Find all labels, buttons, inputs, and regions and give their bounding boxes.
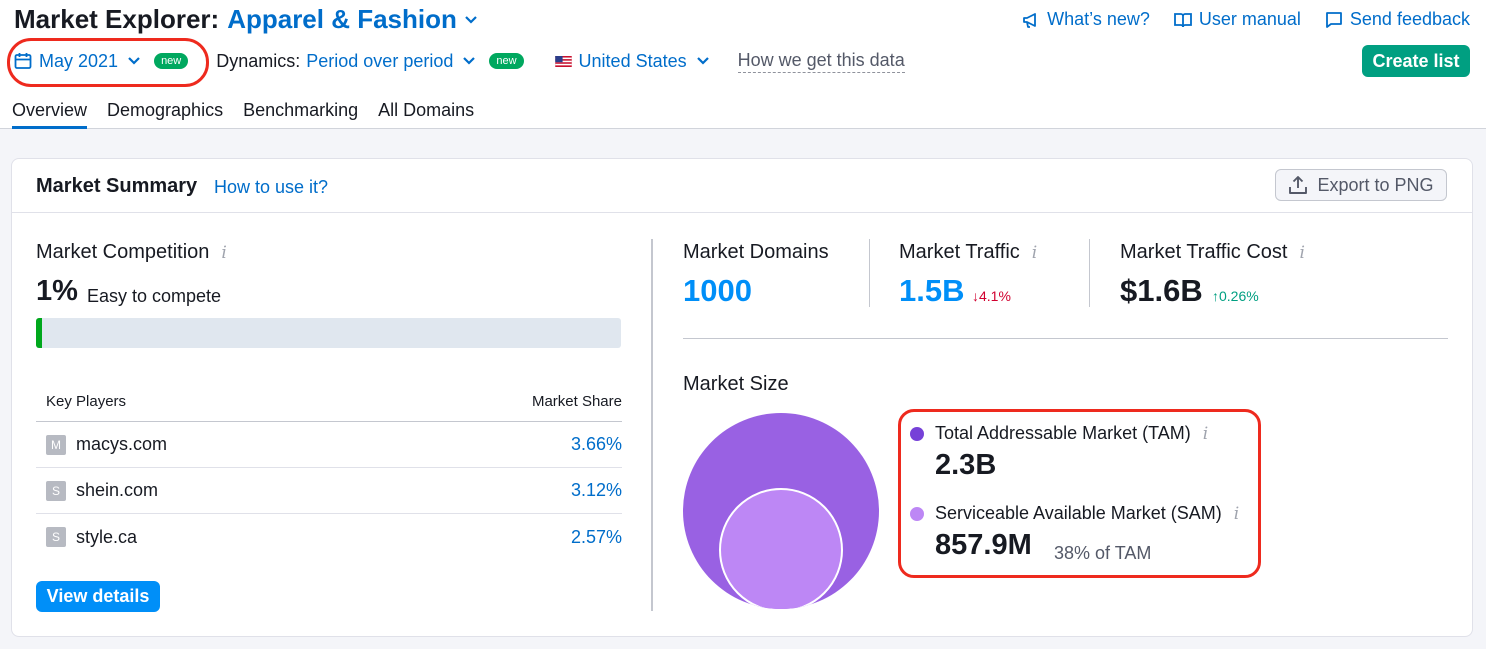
title-prefix: Market Explorer:	[14, 4, 220, 34]
send-feedback-link[interactable]: Send feedback	[1325, 9, 1470, 30]
competition-desc: Easy to compete	[87, 286, 222, 306]
country-filter[interactable]: United States	[554, 50, 709, 72]
tab-demographics[interactable]: Demographics	[107, 100, 224, 120]
user-manual-link[interactable]: User manual	[1173, 9, 1301, 30]
upload-icon	[1289, 176, 1308, 194]
share-value[interactable]: 3.12%	[570, 480, 622, 500]
tam-dot	[910, 426, 924, 441]
key-players-table: Key Players Market Share M macys.com 3.6…	[36, 385, 622, 560]
dynamics-value: Period over period	[306, 50, 454, 71]
cost-delta: ↑0.26%	[1212, 288, 1259, 304]
competition-bar	[36, 318, 621, 348]
create-list-button[interactable]: Create list	[1362, 45, 1470, 77]
market-size-legend: Total Addressable Market (TAM) i 2.3B Ser…	[898, 409, 1261, 578]
table-row: M macys.com 3.66%	[36, 422, 622, 468]
market-domains-value[interactable]: 1000	[683, 273, 752, 308]
favicon: S	[46, 480, 66, 501]
sam-circle	[719, 488, 843, 609]
domain-link[interactable]: style.ca	[76, 526, 138, 547]
favicon: S	[46, 527, 66, 547]
market-traffic-value[interactable]: 1.5B	[899, 273, 965, 308]
share-value[interactable]: 3.66%	[570, 434, 622, 454]
market-summary-card: Market Summary How to use it? Export to …	[11, 158, 1473, 637]
whats-new-link[interactable]: What’s new?	[1022, 9, 1150, 30]
market-traffic-label: Market Traffic i	[899, 241, 1038, 263]
info-icon[interactable]: i	[1233, 503, 1240, 524]
domain-link[interactable]: shein.com	[76, 480, 159, 500]
new-badge: new	[489, 53, 524, 69]
page-title: Market Explorer: Apparel & Fashion	[14, 4, 477, 35]
category-selector[interactable]: Apparel & Fashion	[227, 4, 457, 34]
market-size-venn	[683, 413, 879, 609]
table-row: S style.ca 2.57%	[36, 514, 622, 560]
megaphone-icon	[1023, 12, 1037, 28]
competition-label: Market Competition i	[36, 241, 227, 263]
col-key-players: Key Players	[46, 393, 127, 410]
sam-legend: Serviceable Available Market (SAM) i	[910, 503, 1239, 524]
horizontal-divider	[683, 338, 1448, 339]
date-value: May 2021	[39, 50, 119, 71]
chevron-down-icon	[696, 57, 709, 65]
market-traffic-cost-value: $1.6B	[1120, 273, 1203, 308]
share-value[interactable]: 2.57%	[570, 526, 622, 547]
chevron-down-icon	[463, 57, 476, 65]
feedback-icon	[1326, 11, 1342, 28]
tam-value: 2.3B	[935, 449, 997, 481]
calendar-icon	[14, 53, 32, 69]
favicon: M	[46, 434, 66, 455]
competition-bar-fill	[36, 318, 42, 348]
dynamics-label: Dynamics:	[216, 50, 301, 71]
tab-benchmarking[interactable]: Benchmarking	[243, 100, 359, 120]
how-we-get-data-link[interactable]: How we get this data	[737, 50, 905, 73]
view-details-button[interactable]: View details	[36, 581, 160, 612]
vertical-divider	[651, 239, 653, 611]
metric-divider	[1089, 239, 1090, 307]
info-icon[interactable]: i	[1031, 243, 1038, 263]
market-domains-label: Market Domains	[683, 241, 829, 263]
table-header: Key Players Market Share	[36, 385, 622, 422]
us-flag-icon	[554, 55, 572, 67]
sam-value: 857.9M	[935, 529, 1032, 561]
book-icon	[1173, 12, 1192, 27]
domain-link[interactable]: macys.com	[76, 434, 168, 454]
sam-dot	[910, 506, 924, 521]
market-size-label: Market Size	[683, 373, 789, 395]
metric-divider	[869, 239, 870, 307]
filters-bar: May 2021 new Dynamics: Period over perio…	[7, 37, 905, 87]
sam-note: 38% of TAM	[1054, 543, 1152, 563]
col-market-share: Market Share	[531, 393, 622, 410]
card-header: Market Summary How to use it? Export to …	[12, 159, 1472, 213]
dynamics-filter[interactable]: Dynamics: Period over period new	[216, 50, 524, 72]
tam-legend: Total Addressable Market (TAM) i	[910, 423, 1208, 444]
date-filter[interactable]: May 2021 new	[7, 37, 209, 87]
chevron-down-icon	[128, 57, 140, 65]
arrow-down-icon: ↓	[972, 288, 979, 304]
table-row: S shein.com 3.12%	[36, 468, 622, 514]
traffic-delta: ↓4.1%	[972, 288, 1011, 304]
export-png-button[interactable]: Export to PNG	[1275, 169, 1447, 201]
competition-value: 1%	[36, 275, 78, 307]
card-title: Market Summary	[36, 175, 198, 197]
info-icon[interactable]: i	[221, 243, 227, 263]
tab-overview[interactable]: Overview	[12, 100, 88, 129]
how-to-use-link[interactable]: How to use it?	[214, 177, 329, 197]
tabs: Overview Demographics Benchmarking All D…	[12, 100, 474, 129]
top-links: What’s new? User manual Send feedback	[1022, 9, 1470, 30]
info-icon[interactable]: i	[1299, 243, 1305, 263]
tab-all-domains[interactable]: All Domains	[378, 100, 475, 120]
chevron-down-icon[interactable]	[465, 15, 477, 24]
arrow-up-icon: ↑	[1212, 288, 1219, 304]
market-traffic-cost-label: Market Traffic Cost i	[1120, 241, 1305, 263]
new-badge: new	[154, 53, 189, 69]
top-header: Market Explorer: Apparel & Fashion What’…	[0, 0, 1486, 129]
info-icon[interactable]: i	[1202, 423, 1209, 444]
country-value: United States	[578, 50, 687, 71]
